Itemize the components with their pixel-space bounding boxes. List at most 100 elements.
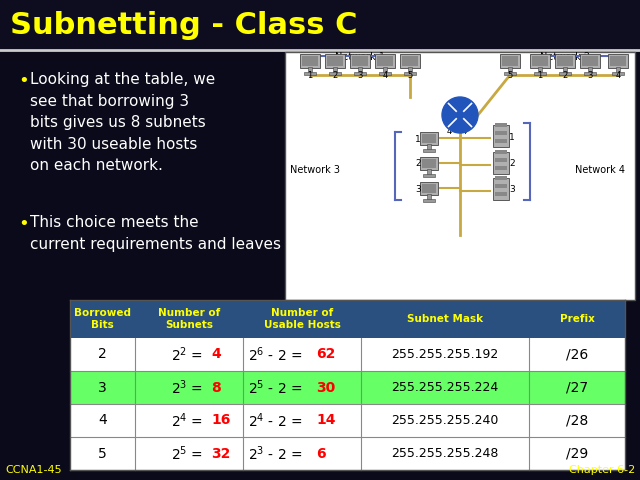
FancyBboxPatch shape — [408, 67, 412, 73]
FancyBboxPatch shape — [427, 169, 431, 175]
Text: Chapter 6-2: Chapter 6-2 — [569, 465, 635, 475]
Text: $2^{6}$ - 2 =: $2^{6}$ - 2 = — [248, 345, 304, 364]
FancyBboxPatch shape — [375, 54, 395, 68]
Text: Network 4: Network 4 — [575, 165, 625, 175]
Text: Network 2: Network 2 — [540, 52, 590, 62]
FancyBboxPatch shape — [534, 72, 546, 75]
FancyBboxPatch shape — [588, 67, 592, 73]
FancyBboxPatch shape — [504, 72, 516, 75]
FancyBboxPatch shape — [616, 67, 620, 73]
Text: •: • — [18, 72, 29, 90]
FancyBboxPatch shape — [302, 56, 318, 66]
Text: CCNA1-45: CCNA1-45 — [5, 465, 61, 475]
Text: 255.255.255.224: 255.255.255.224 — [392, 381, 499, 394]
Text: 16: 16 — [211, 413, 230, 428]
FancyBboxPatch shape — [308, 67, 312, 73]
Text: $2^{4}$ =: $2^{4}$ = — [171, 411, 205, 430]
FancyBboxPatch shape — [493, 125, 509, 147]
Text: 4: 4 — [382, 71, 388, 80]
Text: 5: 5 — [508, 71, 513, 80]
Text: 6: 6 — [316, 446, 326, 460]
FancyBboxPatch shape — [420, 182, 438, 195]
FancyBboxPatch shape — [495, 150, 507, 154]
Text: 3: 3 — [98, 381, 107, 395]
FancyBboxPatch shape — [423, 199, 435, 202]
FancyBboxPatch shape — [493, 178, 509, 200]
Text: 3: 3 — [415, 184, 421, 193]
Text: $2^{4}$ - 2 =: $2^{4}$ - 2 = — [248, 411, 304, 430]
Text: 5: 5 — [98, 446, 107, 460]
Text: /26: /26 — [566, 348, 588, 361]
FancyBboxPatch shape — [300, 54, 320, 68]
Text: 4: 4 — [462, 128, 467, 136]
Text: 4: 4 — [616, 71, 621, 80]
FancyBboxPatch shape — [500, 54, 520, 68]
Text: Looking at the table, we
see that borrowing 3
bits gives us 8 subnets
with 30 us: Looking at the table, we see that borrow… — [30, 72, 215, 173]
FancyBboxPatch shape — [383, 67, 387, 73]
Text: 1: 1 — [509, 132, 515, 142]
FancyBboxPatch shape — [495, 131, 507, 135]
FancyBboxPatch shape — [495, 158, 507, 162]
Text: /29: /29 — [566, 446, 588, 460]
Circle shape — [442, 97, 478, 133]
FancyBboxPatch shape — [508, 67, 512, 73]
FancyBboxPatch shape — [354, 72, 366, 75]
FancyBboxPatch shape — [427, 144, 431, 150]
Text: Number of
Subnets: Number of Subnets — [158, 308, 220, 330]
Text: Subnetting - Class C: Subnetting - Class C — [10, 11, 358, 39]
FancyBboxPatch shape — [70, 404, 625, 437]
Text: 2: 2 — [98, 348, 107, 361]
FancyBboxPatch shape — [495, 184, 507, 188]
FancyBboxPatch shape — [404, 72, 416, 75]
FancyBboxPatch shape — [584, 72, 596, 75]
FancyBboxPatch shape — [495, 192, 507, 196]
FancyBboxPatch shape — [70, 371, 625, 404]
FancyBboxPatch shape — [400, 54, 420, 68]
FancyBboxPatch shape — [423, 174, 435, 177]
FancyBboxPatch shape — [402, 56, 418, 66]
FancyBboxPatch shape — [538, 67, 542, 73]
FancyBboxPatch shape — [502, 56, 518, 66]
FancyBboxPatch shape — [495, 139, 507, 143]
FancyBboxPatch shape — [563, 67, 567, 73]
FancyBboxPatch shape — [304, 72, 316, 75]
FancyBboxPatch shape — [582, 56, 598, 66]
Text: $2^{3}$ - 2 =: $2^{3}$ - 2 = — [248, 444, 304, 463]
FancyBboxPatch shape — [70, 338, 625, 371]
Text: Subnet Mask: Subnet Mask — [407, 314, 483, 324]
Text: Network 3: Network 3 — [290, 165, 340, 175]
Text: Network 1: Network 1 — [335, 52, 385, 62]
Text: 1: 1 — [307, 71, 312, 80]
Text: 3: 3 — [588, 71, 593, 80]
FancyBboxPatch shape — [495, 123, 507, 127]
FancyBboxPatch shape — [493, 152, 509, 174]
Text: $2^{3}$ =: $2^{3}$ = — [171, 378, 205, 397]
FancyBboxPatch shape — [327, 56, 343, 66]
FancyBboxPatch shape — [555, 54, 575, 68]
FancyBboxPatch shape — [285, 52, 635, 300]
FancyBboxPatch shape — [379, 72, 391, 75]
FancyBboxPatch shape — [610, 56, 626, 66]
Text: 3: 3 — [357, 71, 363, 80]
Text: Number of
Usable Hosts: Number of Usable Hosts — [264, 308, 340, 330]
FancyBboxPatch shape — [70, 300, 625, 338]
FancyBboxPatch shape — [377, 56, 393, 66]
FancyBboxPatch shape — [559, 72, 571, 75]
Text: Prefix: Prefix — [559, 314, 595, 324]
FancyBboxPatch shape — [350, 54, 370, 68]
Text: 14: 14 — [316, 413, 335, 428]
Text: 8: 8 — [211, 381, 221, 395]
Text: 32: 32 — [211, 446, 230, 460]
FancyBboxPatch shape — [329, 72, 341, 75]
FancyBboxPatch shape — [420, 157, 438, 170]
Text: Borrowed
Bits: Borrowed Bits — [74, 308, 131, 330]
Text: 255.255.255.248: 255.255.255.248 — [391, 447, 499, 460]
FancyBboxPatch shape — [608, 54, 628, 68]
FancyBboxPatch shape — [495, 176, 507, 180]
Text: 3: 3 — [509, 185, 515, 194]
Text: 1: 1 — [415, 134, 421, 144]
FancyBboxPatch shape — [423, 149, 435, 152]
FancyBboxPatch shape — [352, 56, 368, 66]
FancyBboxPatch shape — [422, 184, 436, 193]
Text: /27: /27 — [566, 381, 588, 395]
